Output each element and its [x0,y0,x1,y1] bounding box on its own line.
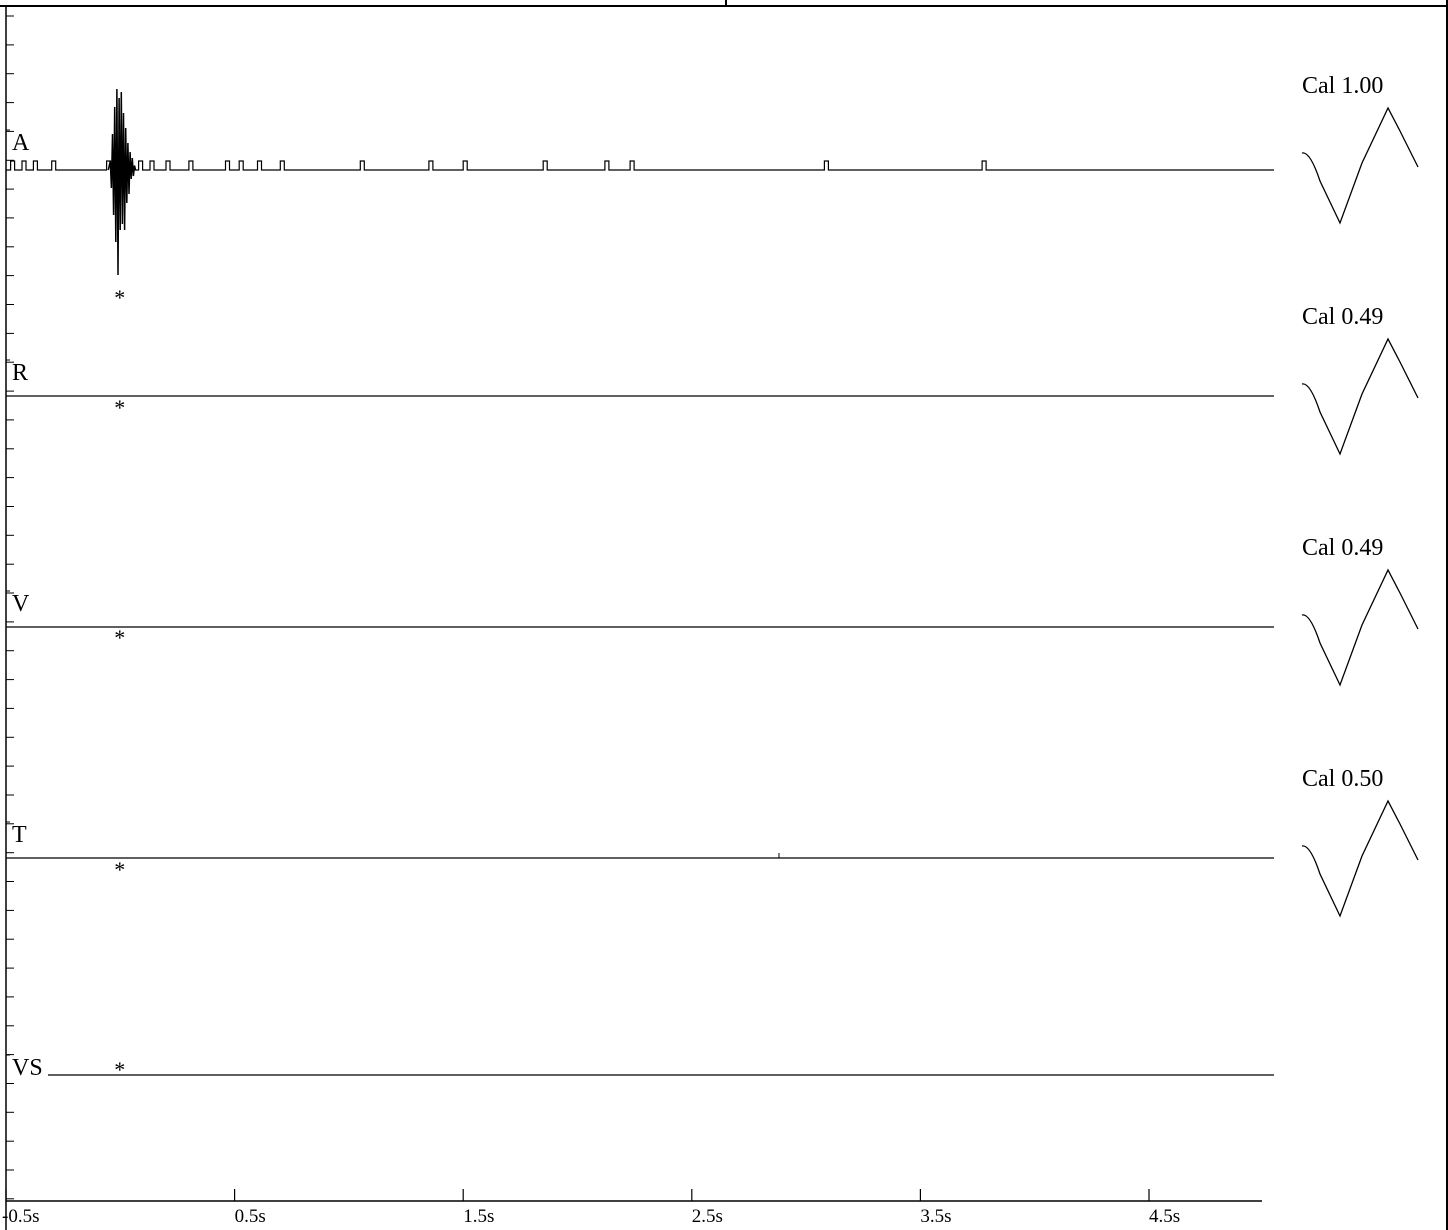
calibration-label: Cal 0.49 [1302,304,1383,330]
x-tick-label: 2.5s [692,1206,723,1227]
calibration-v: Cal 0.49 [1301,535,1419,687]
x-axis-ticks: -0.5s 0.5s 1.5s 2.5s 3.5s 4.5s [2,1189,1180,1227]
channel-label: T [12,822,27,848]
calibration-t: Cal 0.50 [1301,766,1419,918]
channel-label: V [12,591,30,617]
trace-a: A* [6,88,1274,310]
channel-label: A [12,130,30,156]
calibration-pulse [1301,106,1419,225]
event-marker: * [114,625,125,650]
trace-r: R* [6,359,1274,420]
event-marker: * [114,395,125,420]
calibration-group: Cal 1.00 Cal 0.49 Cal 0.49 Cal 0.50 [1301,73,1419,918]
x-tick-label: 0.5s [235,1206,266,1227]
event-marker: * [114,285,125,310]
trace-vs: VS * [6,1054,1274,1082]
trace-group: A*R*V*T*VS * [6,88,1274,1082]
calibration-pulse [1301,799,1419,918]
y-axis-ticks [6,15,14,1200]
x-tick-label: -0.5s [2,1206,39,1227]
trace-burst [107,88,137,276]
trace-line [6,160,1274,171]
calibration-pulse [1301,337,1419,456]
channel-label: R [12,360,28,386]
event-marker: * [114,1057,125,1082]
calibration-r: Cal 0.49 [1301,304,1419,456]
trace-v: V* [6,590,1274,650]
calibration-label: Cal 0.50 [1302,766,1383,792]
channel-label: VS [12,1055,43,1081]
calibration-a: Cal 1.00 [1301,73,1419,225]
x-tick-label: 4.5s [1149,1206,1180,1227]
calibration-label: Cal 1.00 [1302,73,1383,99]
event-marker: * [114,857,125,882]
calibration-pulse [1301,568,1419,687]
calibration-label: Cal 0.49 [1302,535,1383,561]
x-tick-label: 3.5s [920,1206,951,1227]
trace-t: T* [6,821,1274,882]
x-tick-label: 1.5s [463,1206,494,1227]
